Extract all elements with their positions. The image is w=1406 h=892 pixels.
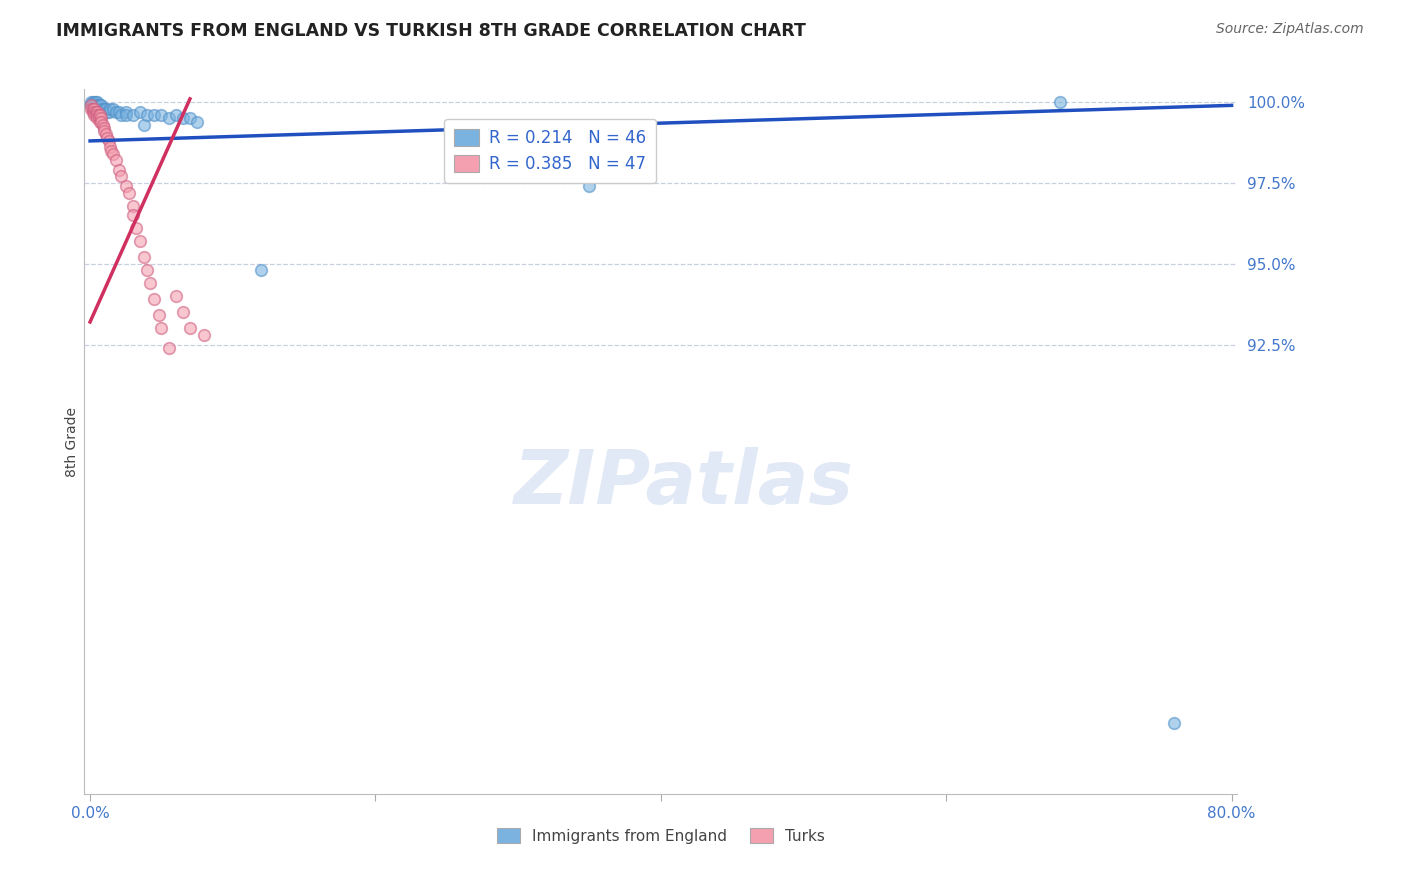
Point xyxy=(110,108,132,122)
Point xyxy=(98,102,121,116)
Point xyxy=(250,263,273,277)
Point xyxy=(114,108,136,122)
Point xyxy=(150,321,173,335)
Point xyxy=(80,95,103,109)
Point xyxy=(91,102,114,116)
Point xyxy=(179,321,201,335)
Point xyxy=(83,98,105,112)
Point xyxy=(87,98,110,112)
Point xyxy=(87,102,110,116)
Point xyxy=(86,108,108,122)
Legend: Immigrants from England, Turks: Immigrants from England, Turks xyxy=(491,822,831,850)
Point xyxy=(86,98,108,112)
Point xyxy=(90,114,112,128)
Point xyxy=(82,102,104,116)
Point xyxy=(94,128,117,142)
Point xyxy=(134,250,156,264)
Point xyxy=(83,104,105,119)
Point xyxy=(107,163,129,178)
Point xyxy=(122,108,145,122)
Point xyxy=(110,169,132,184)
Point xyxy=(90,112,112,126)
Point xyxy=(93,102,115,116)
Point xyxy=(91,118,114,132)
Point xyxy=(93,120,115,135)
Point xyxy=(96,104,118,119)
Point xyxy=(179,112,201,126)
Point xyxy=(84,108,107,122)
Point xyxy=(89,102,111,116)
Point xyxy=(186,114,208,128)
Text: ZIPatlas: ZIPatlas xyxy=(513,447,853,520)
Point xyxy=(84,95,107,109)
Point xyxy=(98,140,121,154)
Point xyxy=(136,263,159,277)
Point xyxy=(87,108,110,122)
Point xyxy=(136,108,159,122)
Y-axis label: 8th Grade: 8th Grade xyxy=(65,407,79,476)
Point xyxy=(82,98,104,112)
Point xyxy=(97,104,120,119)
Point xyxy=(84,98,107,112)
Point xyxy=(114,179,136,194)
Point xyxy=(114,104,136,119)
Point xyxy=(86,112,108,126)
Point xyxy=(122,208,145,222)
Point xyxy=(101,146,124,161)
Point xyxy=(157,112,180,126)
Point xyxy=(89,114,111,128)
Point xyxy=(1049,95,1071,109)
Point xyxy=(97,134,120,148)
Point xyxy=(100,144,122,158)
Point xyxy=(129,234,152,248)
Point xyxy=(143,108,166,122)
Point xyxy=(87,112,110,126)
Point xyxy=(86,104,108,119)
Point xyxy=(82,104,104,119)
Point xyxy=(83,102,105,116)
Point xyxy=(117,186,139,200)
Point xyxy=(82,95,104,109)
Point xyxy=(578,179,600,194)
Point xyxy=(134,118,156,132)
Point xyxy=(129,104,152,119)
Point xyxy=(139,276,162,290)
Point xyxy=(101,102,124,116)
Point xyxy=(89,98,111,112)
Point xyxy=(104,104,127,119)
Point xyxy=(90,98,112,112)
Point xyxy=(172,112,194,126)
Point xyxy=(96,130,118,145)
Point xyxy=(80,102,103,116)
Point xyxy=(1163,715,1185,730)
Text: Source: ZipAtlas.com: Source: ZipAtlas.com xyxy=(1216,22,1364,37)
Point xyxy=(93,124,115,138)
Point xyxy=(148,309,170,323)
Point xyxy=(86,95,108,109)
Point xyxy=(107,104,129,119)
Point xyxy=(104,153,127,168)
Text: IMMIGRANTS FROM ENGLAND VS TURKISH 8TH GRADE CORRELATION CHART: IMMIGRANTS FROM ENGLAND VS TURKISH 8TH G… xyxy=(56,22,806,40)
Point xyxy=(125,221,148,235)
Point xyxy=(80,98,103,112)
Point xyxy=(172,305,194,319)
Point xyxy=(82,102,104,116)
Point xyxy=(86,104,108,119)
Point xyxy=(83,95,105,109)
Point xyxy=(80,98,103,112)
Point xyxy=(89,108,111,122)
Point xyxy=(165,289,187,303)
Point xyxy=(165,108,187,122)
Point xyxy=(94,102,117,116)
Point xyxy=(157,341,180,355)
Point xyxy=(84,104,107,119)
Point xyxy=(193,327,215,342)
Point xyxy=(83,108,105,122)
Point xyxy=(122,198,145,212)
Point xyxy=(150,108,173,122)
Point xyxy=(143,293,166,307)
Point xyxy=(84,102,107,116)
Point xyxy=(83,102,105,116)
